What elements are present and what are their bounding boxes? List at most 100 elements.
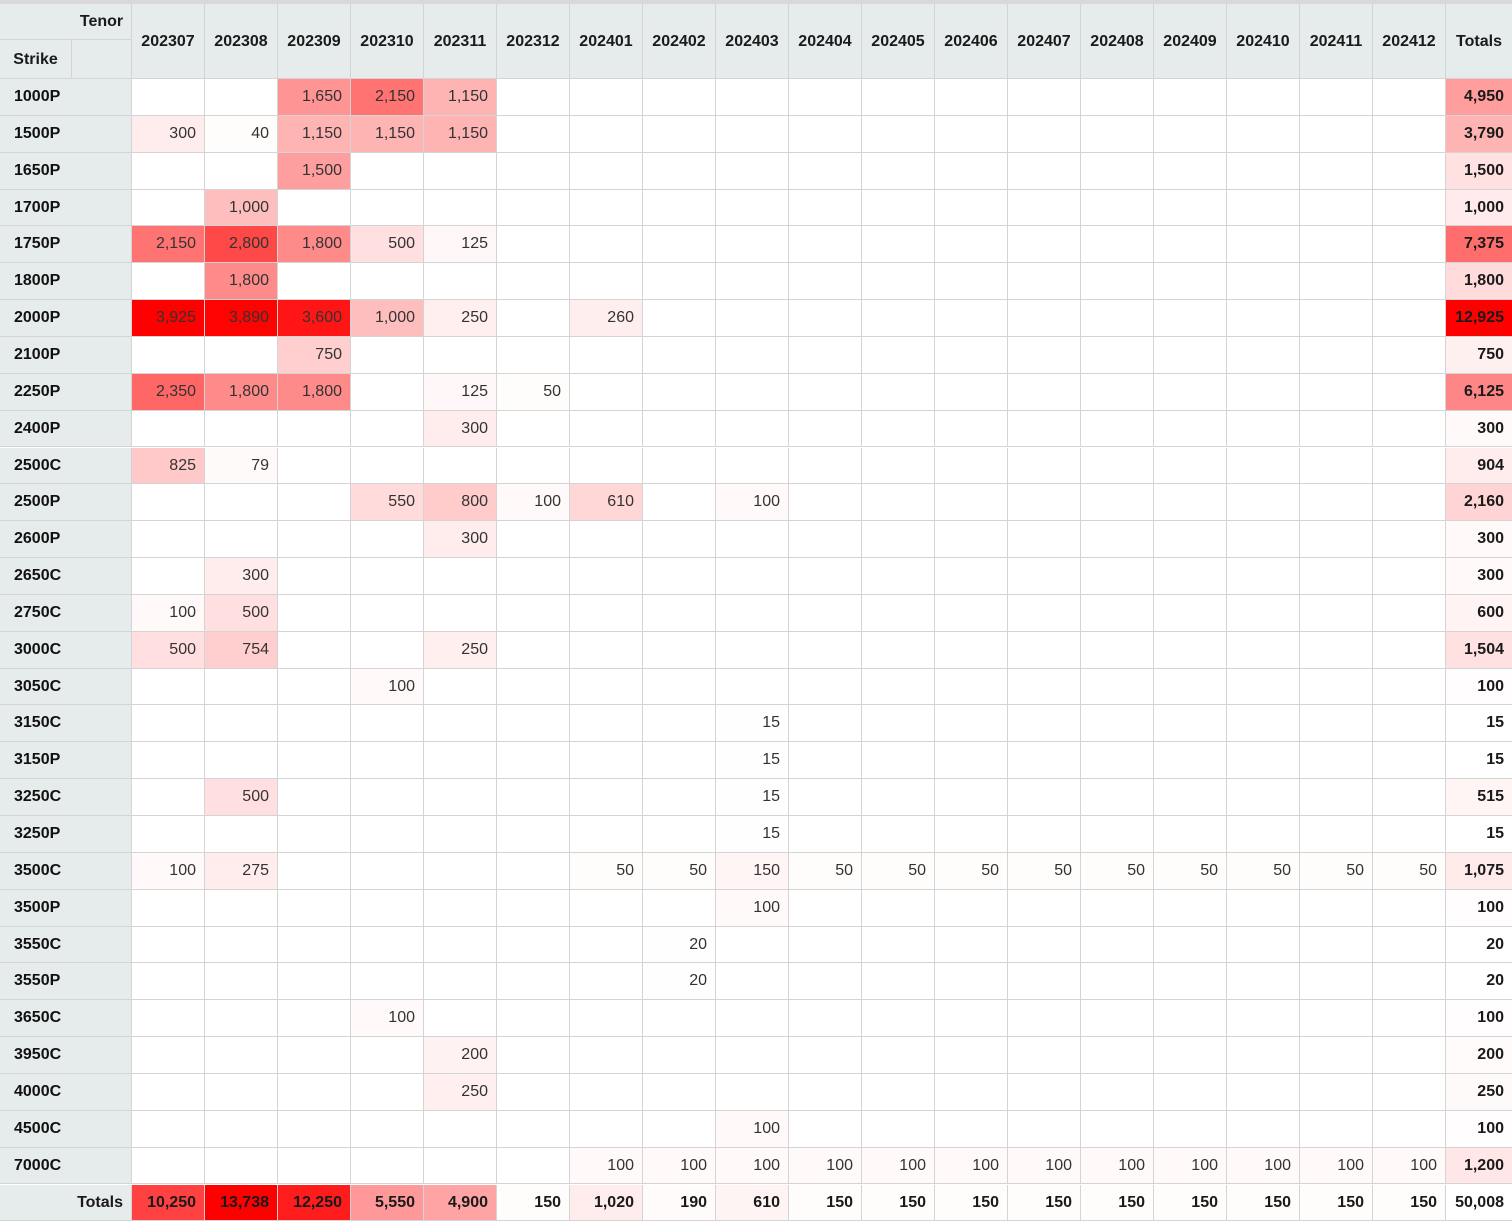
table-cell[interactable]: 1,800: [278, 373, 351, 411]
table-cell[interactable]: [278, 447, 351, 485]
table-cell[interactable]: [1300, 889, 1373, 927]
table-cell[interactable]: 100: [351, 668, 424, 706]
table-cell[interactable]: [862, 1037, 935, 1074]
table-cell[interactable]: [1154, 742, 1227, 780]
table-cell[interactable]: 1,500: [278, 152, 351, 190]
table-cell[interactable]: [935, 1000, 1008, 1038]
table-cell[interactable]: [1373, 1110, 1446, 1148]
table-cell[interactable]: [1081, 1000, 1154, 1038]
table-cell[interactable]: [935, 189, 1008, 227]
table-cell[interactable]: [789, 226, 862, 264]
table-cell[interactable]: [643, 484, 716, 522]
table-cell[interactable]: [1373, 816, 1446, 853]
column-total[interactable]: 150: [497, 1184, 570, 1222]
table-cell[interactable]: [1008, 336, 1081, 374]
table-cell[interactable]: 1,800: [278, 226, 351, 264]
row-label-2500C[interactable]: 2500C: [0, 447, 72, 485]
table-cell[interactable]: [1008, 189, 1081, 227]
table-cell[interactable]: 100: [643, 1147, 716, 1185]
table-cell[interactable]: [1008, 926, 1081, 964]
table-cell[interactable]: [789, 705, 862, 743]
row-total[interactable]: 750: [1446, 336, 1512, 374]
table-cell[interactable]: 15: [716, 742, 789, 780]
table-cell[interactable]: [497, 705, 570, 743]
table-cell[interactable]: [789, 447, 862, 485]
table-cell[interactable]: [862, 410, 935, 448]
table-cell[interactable]: [716, 631, 789, 669]
table-cell[interactable]: [424, 668, 497, 706]
table-cell[interactable]: [789, 668, 862, 706]
table-cell[interactable]: [205, 1037, 278, 1074]
table-cell[interactable]: [1227, 263, 1300, 301]
table-cell[interactable]: [351, 779, 424, 816]
table-cell[interactable]: 3,890: [205, 300, 278, 337]
table-cell[interactable]: [643, 115, 716, 153]
column-total[interactable]: 150: [1227, 1184, 1300, 1222]
table-cell[interactable]: [1008, 152, 1081, 190]
table-cell[interactable]: [862, 447, 935, 485]
table-cell[interactable]: [935, 594, 1008, 632]
table-cell[interactable]: [424, 1147, 497, 1185]
table-cell[interactable]: [789, 373, 862, 411]
strike-label[interactable]: Strike: [0, 40, 72, 79]
table-cell[interactable]: [1300, 1000, 1373, 1038]
column-header-202412[interactable]: 202412: [1373, 4, 1446, 79]
table-cell[interactable]: [935, 779, 1008, 816]
table-cell[interactable]: 150: [716, 852, 789, 890]
table-cell[interactable]: [1008, 816, 1081, 853]
table-cell[interactable]: [351, 152, 424, 190]
table-cell[interactable]: [1154, 79, 1227, 116]
row-label-2500P[interactable]: 2500P: [0, 484, 72, 522]
table-cell[interactable]: 50: [1300, 852, 1373, 890]
table-cell[interactable]: 1,000: [205, 189, 278, 227]
row-total[interactable]: 15: [1446, 816, 1512, 853]
table-cell[interactable]: [1300, 152, 1373, 190]
table-cell[interactable]: [351, 705, 424, 743]
table-cell[interactable]: [1300, 263, 1373, 301]
table-cell[interactable]: [716, 1073, 789, 1111]
table-cell[interactable]: [205, 1147, 278, 1185]
table-cell[interactable]: [278, 1110, 351, 1148]
table-cell[interactable]: 50: [1154, 852, 1227, 890]
table-cell[interactable]: [1373, 926, 1446, 964]
table-cell[interactable]: [789, 410, 862, 448]
table-cell[interactable]: 2,800: [205, 226, 278, 264]
table-cell[interactable]: [1081, 152, 1154, 190]
table-cell[interactable]: [278, 705, 351, 743]
table-cell[interactable]: [1154, 1037, 1227, 1074]
table-cell[interactable]: [1081, 79, 1154, 116]
column-header-202407[interactable]: 202407: [1008, 4, 1081, 79]
table-cell[interactable]: [1081, 300, 1154, 337]
table-cell[interactable]: [570, 79, 643, 116]
table-cell[interactable]: [789, 816, 862, 853]
table-cell[interactable]: 300: [424, 521, 497, 559]
table-cell[interactable]: [862, 705, 935, 743]
column-total[interactable]: 150: [1081, 1184, 1154, 1222]
table-cell[interactable]: [132, 521, 205, 559]
table-cell[interactable]: [424, 779, 497, 816]
column-total[interactable]: 610: [716, 1184, 789, 1222]
table-cell[interactable]: [351, 447, 424, 485]
table-cell[interactable]: [1081, 705, 1154, 743]
table-cell[interactable]: 260: [570, 300, 643, 337]
table-cell[interactable]: [935, 963, 1008, 1001]
table-cell[interactable]: [205, 889, 278, 927]
row-label-2250P[interactable]: 2250P: [0, 373, 72, 411]
column-header-202312[interactable]: 202312: [497, 4, 570, 79]
table-cell[interactable]: [1300, 484, 1373, 522]
table-cell[interactable]: [497, 779, 570, 816]
row-label-2400P[interactable]: 2400P: [0, 410, 72, 448]
grand-total[interactable]: 50,008: [1446, 1185, 1512, 1222]
table-cell[interactable]: 100: [716, 1147, 789, 1185]
table-cell[interactable]: [497, 1073, 570, 1111]
table-cell[interactable]: [862, 79, 935, 116]
table-cell[interactable]: [424, 336, 497, 374]
table-cell[interactable]: [351, 1037, 424, 1074]
table-cell[interactable]: 825: [132, 447, 205, 485]
table-cell[interactable]: 1,150: [424, 115, 497, 153]
row-total[interactable]: 15: [1446, 742, 1512, 780]
table-cell[interactable]: 100: [716, 889, 789, 927]
table-cell[interactable]: [1154, 705, 1227, 743]
table-cell[interactable]: [351, 1110, 424, 1148]
table-cell[interactable]: [862, 779, 935, 816]
